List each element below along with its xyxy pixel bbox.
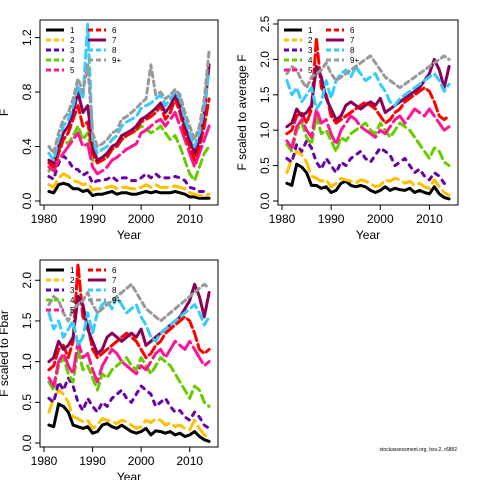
y-tick-label: 1.5	[20, 312, 34, 329]
x-tick-label: 1980	[31, 454, 58, 468]
series-line-1	[285, 162, 451, 201]
legend-label: 5	[70, 66, 75, 75]
legend-label: 8	[112, 286, 117, 295]
legend-label: 6	[112, 26, 117, 35]
series-line-3	[47, 154, 211, 193]
y-tick-label: 0.0	[20, 192, 34, 209]
series-line-1	[47, 402, 211, 443]
y-tick-label: 0.0	[20, 434, 34, 451]
x-axis-title: Year	[356, 228, 380, 242]
legend-label: 9+	[350, 56, 359, 65]
plot-frame	[277, 19, 459, 206]
series-line-7	[285, 57, 451, 129]
y-axis-title: F	[0, 109, 11, 116]
legend-label: 3	[308, 46, 313, 55]
series-line-3	[47, 376, 211, 430]
series-line-4	[285, 114, 451, 168]
legend-label: 7	[112, 276, 117, 285]
series-line-8	[47, 295, 211, 347]
series-line-5	[285, 107, 451, 150]
legend-label: 5	[308, 66, 313, 75]
y-tick-label: 1.2	[20, 29, 34, 46]
x-tick-label: 2000	[367, 212, 394, 226]
series-line-9plus	[285, 54, 451, 90]
x-tick-label: 2010	[176, 454, 203, 468]
legend-label: 1	[70, 266, 75, 275]
legend-label: 5	[70, 306, 75, 315]
y-tick-label: 0.5	[20, 394, 34, 411]
legend-label: 2	[70, 276, 75, 285]
legend-label: 6	[350, 26, 355, 35]
series-line-2	[285, 149, 451, 197]
legend-label: 1	[308, 26, 313, 35]
plot-frame	[39, 19, 219, 206]
y-tick-label: 2.0	[258, 51, 272, 68]
legend-label: 4	[70, 296, 75, 305]
y-tick-label: 0.4	[20, 138, 34, 155]
legend-label: 7	[112, 36, 117, 45]
legend-label: 9+	[112, 56, 121, 65]
x-tick-label: 1980	[269, 212, 296, 226]
y-tick-label: 1.0	[20, 353, 34, 370]
legend-label: 9+	[112, 296, 121, 305]
y-tick-label: 0.0	[258, 192, 272, 209]
legend-label: 2	[70, 36, 75, 45]
footnote: stockassessment.org, bss-2, r6882	[379, 447, 457, 453]
legend-label: 8	[112, 46, 117, 55]
x-tick-label: 1980	[31, 212, 58, 226]
x-tick-label: 2000	[128, 212, 155, 226]
legend-label: 7	[350, 36, 355, 45]
series-line-1	[47, 181, 211, 200]
x-axis-title: Year	[117, 470, 141, 480]
y-tick-label: 1.5	[258, 86, 272, 103]
x-tick-label: 1990	[318, 212, 345, 226]
series-line-8	[285, 65, 451, 111]
series-line-6	[47, 97, 211, 169]
series-line-7	[47, 63, 211, 165]
legend-label: 3	[70, 286, 75, 295]
series-line-5	[47, 111, 211, 176]
x-axis-title: Year	[117, 228, 141, 242]
legend-label: 1	[70, 26, 75, 35]
y-tick-label: 2.5	[258, 15, 272, 32]
panel-f-scaled-average: 1980 1990 2000 2010 0.0 0.5 1.0 1.5 2.0 2.5 Year F …	[235, 15, 459, 242]
x-tick-label: 1990	[79, 212, 106, 226]
series-line-9plus	[47, 49, 211, 155]
legend-label: 8	[350, 46, 355, 55]
y-tick-label: 2.0	[20, 272, 34, 289]
legend-label: 3	[70, 46, 75, 55]
legend-label: 6	[112, 266, 117, 275]
x-tick-label: 2010	[416, 212, 443, 226]
series-line-7	[47, 282, 211, 364]
series-line-4	[47, 347, 211, 408]
series-line-2	[47, 388, 211, 440]
y-tick-label: 0.5	[258, 157, 272, 174]
y-tick-label: 1.0	[258, 122, 272, 139]
legend-label: 4	[308, 56, 313, 65]
y-tick-label: 0.8	[20, 83, 34, 100]
legend-label: 4	[70, 56, 75, 65]
series-line-9plus	[47, 282, 211, 323]
series-line-3	[285, 139, 451, 189]
plot-frame	[39, 259, 219, 448]
series-line-2	[47, 172, 211, 198]
series-line-5	[47, 339, 211, 388]
panel-f-scaled-fbar: 1980 1990 2000 2010 0.0 0.5 1.0 1.5 2.0 Year F sca…	[0, 259, 219, 484]
x-tick-label: 1990	[79, 454, 106, 468]
y-axis-title: F scaled to Fbar	[0, 310, 11, 397]
x-tick-label: 2000	[128, 454, 155, 468]
x-tick-label: 2010	[176, 212, 203, 226]
legend-label: 2	[308, 36, 313, 45]
y-axis-title: F scaled to average F	[235, 54, 249, 170]
